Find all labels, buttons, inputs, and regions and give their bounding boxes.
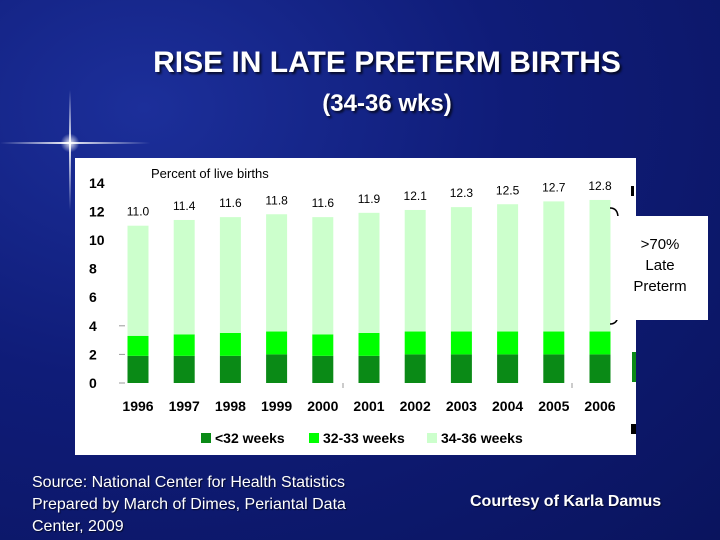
bar-segment-32-33 xyxy=(358,332,380,356)
bar-segment-under-32 xyxy=(219,355,241,383)
bar-segment-32-33 xyxy=(497,331,519,355)
x-tick-label: 2002 xyxy=(400,398,431,414)
bar-segment-under-32 xyxy=(312,355,334,383)
bar-total-label: 11.4 xyxy=(173,199,196,213)
x-tick-label: 1999 xyxy=(261,398,292,414)
side-mark-bottom xyxy=(631,424,636,434)
callout-box xyxy=(612,216,708,320)
legend-swatch xyxy=(427,433,437,443)
x-tick-label: 1997 xyxy=(169,398,200,414)
bar-segment-34-36 xyxy=(358,212,380,333)
x-tick-label: 2003 xyxy=(446,398,477,414)
legend-label: <32 weeks xyxy=(215,430,285,446)
x-tick-label: 2006 xyxy=(584,398,615,414)
bar-segment-34-36 xyxy=(450,207,472,332)
bar-segment-34-36 xyxy=(173,219,195,335)
y-tick-label: 10 xyxy=(89,232,105,248)
bar-total-label: 12.7 xyxy=(542,180,566,194)
x-tick-label: 1998 xyxy=(215,398,246,414)
bar-segment-under-32 xyxy=(589,354,611,383)
bar-segment-34-36 xyxy=(127,225,149,336)
legend-label: 32-33 weeks xyxy=(323,430,405,446)
bar-segment-32-33 xyxy=(219,332,241,356)
chart-panel: Percent of live births 0 2 4 6 8 10 12 14 11.0 199… xyxy=(75,158,636,455)
slide-subtitle: (34-36 wks) xyxy=(322,90,452,117)
bar-segment-under-32 xyxy=(266,354,288,383)
bar-segment-32-33 xyxy=(543,331,565,355)
bar-segment-32-33 xyxy=(173,334,195,356)
stacked-bar-chart: Percent of live births 0 2 4 6 8 10 12 14 11.0 199… xyxy=(89,166,625,446)
bar-segment-under-32 xyxy=(127,355,149,383)
bar-segment-34-36 xyxy=(312,217,334,335)
bar-total-label: 11.0 xyxy=(127,205,150,219)
x-tick-label: 2001 xyxy=(353,398,384,414)
bar-segment-34-36 xyxy=(404,209,426,332)
bar-segment-32-33 xyxy=(312,334,334,356)
bar-segment-under-32 xyxy=(404,354,426,383)
bar-segment-under-32 xyxy=(543,354,565,383)
bar-segment-32-33 xyxy=(404,331,426,355)
side-mark-top xyxy=(631,186,634,196)
sparkle-glow xyxy=(60,134,80,152)
courtesy-note: Courtesy of Karla Damus xyxy=(470,493,662,510)
x-tick-label: 2004 xyxy=(492,398,523,414)
bar-total-label: 12.3 xyxy=(450,186,474,200)
source-line: Source: National Center for Health Stati… xyxy=(32,474,346,535)
legend-swatch xyxy=(201,433,211,443)
y-tick-label: 0 xyxy=(89,375,97,391)
y-tick-label: 2 xyxy=(89,346,97,362)
y-tick-label: 4 xyxy=(89,318,97,334)
chart-title: Percent of live births xyxy=(151,166,269,181)
bar-segment-32-33 xyxy=(266,331,288,355)
bar-segment-under-32 xyxy=(450,354,472,383)
legend-swatch xyxy=(309,433,319,443)
bar-segment-34-36 xyxy=(497,204,519,332)
bar-segment-32-33 xyxy=(589,331,611,355)
side-mark-bar xyxy=(632,352,636,382)
y-tick-label: 8 xyxy=(89,261,97,277)
y-tick-label: 6 xyxy=(89,289,97,305)
x-tick-label: 1996 xyxy=(122,398,153,414)
y-tick-label: 14 xyxy=(89,175,105,191)
legend-label: 34-36 weeks xyxy=(441,430,523,446)
bar-total-label: 11.9 xyxy=(358,192,381,206)
bar-total-label: 11.8 xyxy=(265,193,288,207)
bar-segment-32-33 xyxy=(450,331,472,355)
x-tick-label: 2000 xyxy=(307,398,338,414)
bar-segment-under-32 xyxy=(358,355,380,383)
bar-segment-34-36 xyxy=(219,217,241,333)
bar-total-label: 11.6 xyxy=(219,196,242,210)
bar-segment-32-33 xyxy=(127,335,149,356)
bar-total-label: 12.8 xyxy=(588,179,612,193)
bar-total-label: 12.1 xyxy=(404,189,428,203)
callout-text: >70% Late Preterm xyxy=(633,236,687,295)
bar-total-label: 12.5 xyxy=(496,183,520,197)
bar-total-label: 11.6 xyxy=(312,196,335,210)
bar-segment-34-36 xyxy=(543,201,565,332)
source-note: Source: National Center for Health Stati… xyxy=(32,472,422,538)
bar-segment-under-32 xyxy=(173,355,195,383)
x-tick-label: 2005 xyxy=(538,398,569,414)
slide-title: RISE IN LATE PRETERM BIRTHS xyxy=(153,46,621,79)
y-tick-label: 12 xyxy=(89,203,105,219)
bar-segment-34-36 xyxy=(266,214,288,332)
bar-segment-34-36 xyxy=(589,199,611,332)
bar-segment-under-32 xyxy=(497,354,519,383)
